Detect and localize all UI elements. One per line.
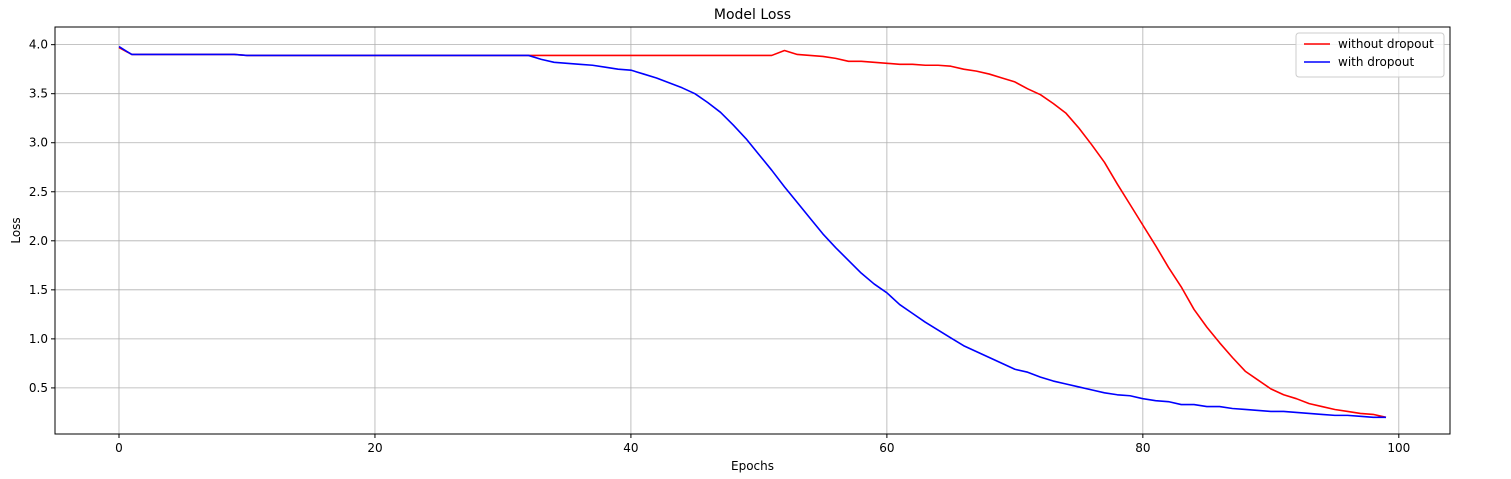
y-tick-label: 3.0 [29, 136, 48, 150]
y-tick-label: 0.5 [29, 381, 48, 395]
legend-label: with dropout [1338, 55, 1414, 69]
y-tick-label: 1.5 [29, 283, 48, 297]
y-tick-label: 3.5 [29, 87, 48, 101]
x-tick-label: 20 [367, 441, 382, 455]
series-layer [118, 45, 1387, 419]
x-tick-label: 80 [1135, 441, 1150, 455]
x-tick-label: 100 [1387, 441, 1410, 455]
x-tick-label: 60 [879, 441, 894, 455]
x-tick-label: 40 [623, 441, 638, 455]
axes-frame [54, 26, 1451, 435]
y-tick-label: 1.0 [29, 332, 48, 346]
y-tick-label: 2.0 [29, 234, 48, 248]
series-line-with-dropout [118, 45, 1387, 419]
x-axis-label: Epochs [731, 459, 774, 473]
legend-box [1295, 32, 1445, 78]
legend-label: without dropout [1338, 37, 1434, 51]
x-tick-label: 0 [115, 441, 123, 455]
y-tick-label: 4.0 [29, 38, 48, 52]
grid-layer [55, 27, 1450, 434]
tick-layer: 0 20 40 60 80 100 0.5 1.0 1.5 2.0 2.5 3.0 3.5 4.0 [29, 38, 1410, 455]
series-line-without-dropout [118, 46, 1387, 419]
chart-title: Model Loss [714, 7, 791, 23]
y-axis-label: Loss [9, 217, 23, 243]
y-tick-label: 2.5 [29, 185, 48, 199]
legend: without dropout with dropout [1295, 32, 1445, 78]
